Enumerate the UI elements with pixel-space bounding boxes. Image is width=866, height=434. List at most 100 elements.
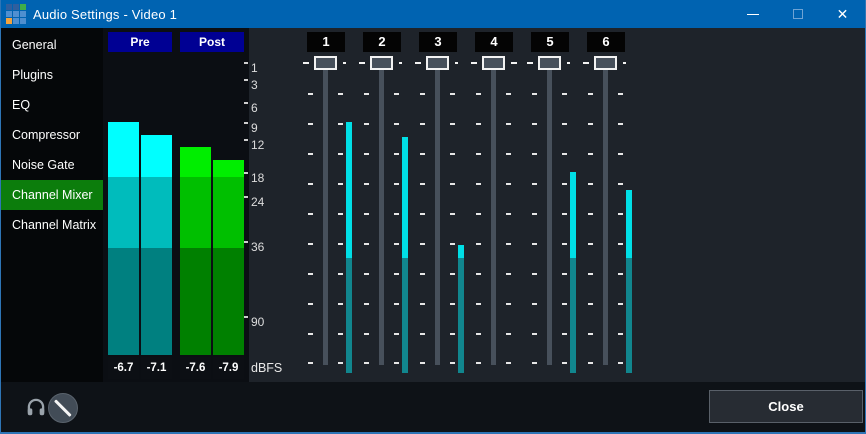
sidebar-item-channel-mixer[interactable]: Channel Mixer — [1, 180, 103, 210]
fader-tick — [308, 303, 313, 305]
fader-tick — [394, 183, 399, 185]
fader-tick — [476, 362, 481, 364]
sidebar-item-plugins[interactable]: Plugins — [1, 60, 103, 90]
minimize-button[interactable] — [730, 0, 775, 28]
scale-label-3: 3 — [251, 78, 258, 92]
fader-tick — [532, 333, 537, 335]
meter-unfilled — [141, 55, 172, 135]
sidebar-item-eq[interactable]: EQ — [1, 90, 103, 120]
headphone-volume-knob[interactable] — [48, 393, 78, 423]
fader-tick — [308, 153, 313, 155]
sidebar-item-channel-matrix[interactable]: Channel Matrix — [1, 210, 103, 240]
fader-tick — [618, 93, 623, 95]
fader-tick — [532, 303, 537, 305]
channel-strip-1: 1 — [298, 28, 354, 382]
fader-tick — [476, 153, 481, 155]
thumb-tick-left — [359, 62, 365, 64]
fader-tick — [532, 183, 537, 185]
app-logo-icon — [6, 4, 26, 24]
fader-tick — [562, 213, 567, 215]
sidebar-item-noise-gate[interactable]: Noise Gate — [1, 150, 103, 180]
fader-tick — [364, 362, 369, 364]
fader-tick — [450, 93, 455, 95]
scale-label-18: 18 — [251, 171, 264, 185]
scale-tick — [244, 196, 248, 198]
fader-tick — [506, 333, 511, 335]
fader-thumb-4[interactable] — [482, 56, 505, 70]
post-meter-header: Post — [180, 32, 244, 52]
fader-thumb-5[interactable] — [538, 56, 561, 70]
fader-tick — [420, 303, 425, 305]
fader-tick — [532, 243, 537, 245]
meter-unfilled — [458, 58, 464, 245]
settings-nav-sidebar: GeneralPluginsEQCompressorNoise GateChan… — [1, 28, 103, 382]
fader-tick — [308, 362, 313, 364]
fader-tick — [506, 153, 511, 155]
fader-tick — [450, 243, 455, 245]
fader-tick — [562, 93, 567, 95]
thumb-tick-left — [303, 62, 309, 64]
minimize-icon — [747, 14, 759, 15]
fader-tick — [394, 273, 399, 275]
scale-label-1: 1 — [251, 61, 258, 75]
headphones-icon[interactable] — [25, 396, 47, 418]
fader-tick — [450, 362, 455, 364]
fader-track-1[interactable] — [323, 62, 328, 365]
titlebar: Audio Settings - Video 1 ✕ — [1, 0, 865, 28]
channel-label-1: 1 — [307, 32, 345, 52]
fader-tick — [506, 243, 511, 245]
dbfs-unit-label: dBFS — [251, 357, 282, 379]
channel-meter-3 — [458, 58, 464, 373]
fader-tick — [562, 243, 567, 245]
fader-tick — [562, 183, 567, 185]
fader-tick — [450, 303, 455, 305]
scale-label-6: 6 — [251, 101, 258, 115]
channel-strip-5: 5 — [522, 28, 578, 382]
sidebar-item-compressor[interactable]: Compressor — [1, 120, 103, 150]
fader-tick — [618, 333, 623, 335]
fader-thumb-6[interactable] — [594, 56, 617, 70]
fader-tick — [476, 183, 481, 185]
fader-tick — [308, 183, 313, 185]
fader-tick — [338, 183, 343, 185]
fader-tick — [420, 123, 425, 125]
thumb-tick-left — [527, 62, 533, 64]
close-button[interactable]: Close — [709, 390, 863, 423]
fader-tick — [450, 273, 455, 275]
fader-tick — [364, 153, 369, 155]
fader-tick — [476, 273, 481, 275]
fader-tick — [588, 362, 593, 364]
scale-tick — [244, 172, 248, 174]
fader-tick — [588, 273, 593, 275]
fader-tick — [588, 333, 593, 335]
fader-tick — [394, 333, 399, 335]
channel-meter-1 — [346, 58, 352, 373]
fader-tick — [476, 123, 481, 125]
fader-tick — [394, 213, 399, 215]
fader-tick — [364, 93, 369, 95]
fader-thumb-2[interactable] — [370, 56, 393, 70]
channel-label-3: 3 — [419, 32, 457, 52]
fader-track-2[interactable] — [379, 62, 384, 365]
fader-track-3[interactable] — [435, 62, 440, 365]
channel-label-4: 4 — [475, 32, 513, 52]
fader-tick — [364, 303, 369, 305]
fader-tick — [364, 183, 369, 185]
fader-tick — [618, 273, 623, 275]
fader-thumb-3[interactable] — [426, 56, 449, 70]
fader-tick — [338, 243, 343, 245]
fader-tick — [618, 213, 623, 215]
fader-track-6[interactable] — [603, 62, 608, 365]
sidebar-item-general[interactable]: General — [1, 30, 103, 60]
fader-tick — [338, 333, 343, 335]
close-window-button[interactable]: ✕ — [820, 0, 865, 28]
fader-thumb-1[interactable] — [314, 56, 337, 70]
scale-tick — [244, 79, 248, 81]
fader-tick — [308, 273, 313, 275]
post-meter-2 — [213, 55, 244, 355]
fader-track-5[interactable] — [547, 62, 552, 365]
meter-unfilled — [213, 55, 244, 160]
scale-tick — [244, 139, 248, 141]
thumb-tick-right — [511, 62, 517, 64]
fader-track-4[interactable] — [491, 62, 496, 365]
